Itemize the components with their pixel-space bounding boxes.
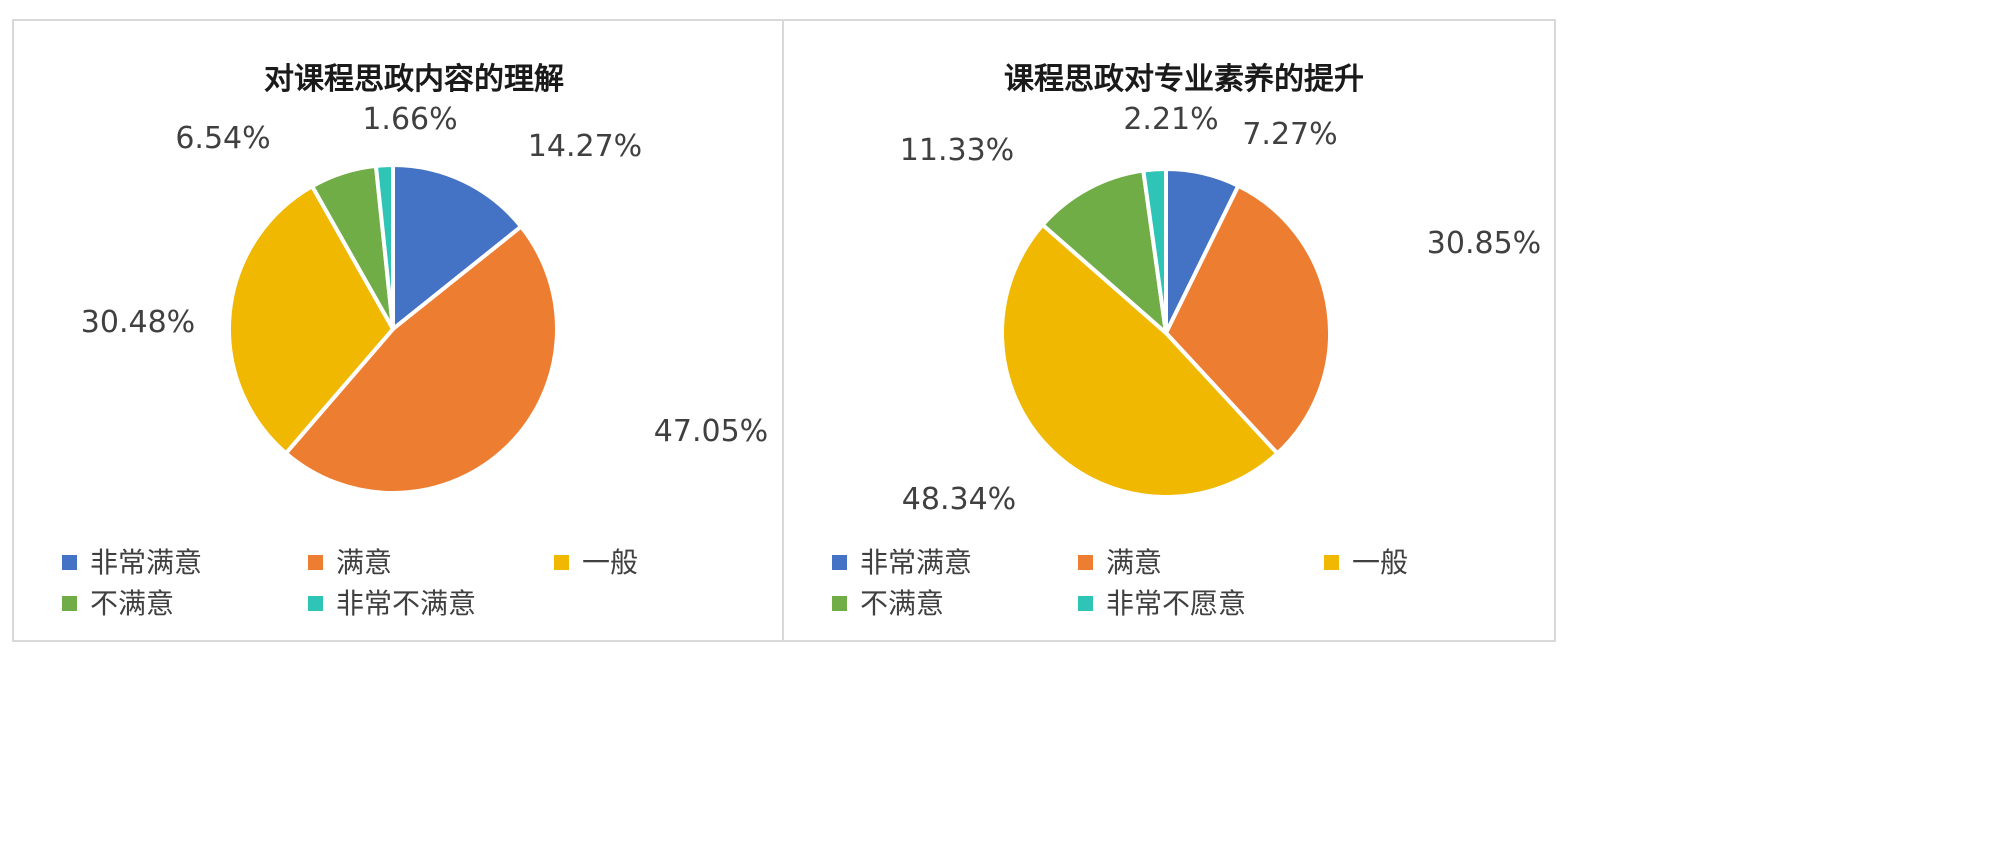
legend-label-3: 不满意 — [860, 587, 944, 620]
data-label-4: 1.66% — [362, 102, 457, 137]
legend-label-4: 非常不愿意 — [1106, 587, 1246, 620]
legend-swatch-2 — [554, 555, 569, 570]
pie-slice-2 — [227, 184, 395, 456]
legend-swatch-1 — [1078, 555, 1093, 570]
pie-chart-understanding: 对课程思政内容的理解 14.27% 47.05% 30.48% 6.54% 1.66% 非… — [62, 62, 768, 620]
legend-swatch-0 — [62, 555, 77, 570]
data-label-1: 30.85% — [1427, 226, 1541, 261]
pie-slice-4 — [373, 163, 395, 331]
data-label-3: 11.33% — [900, 133, 1014, 168]
legend-swatch-4 — [308, 596, 323, 611]
legend-swatch-1 — [308, 555, 323, 570]
pie-slice-3 — [1040, 168, 1168, 335]
pie-slice-2 — [1000, 222, 1280, 499]
data-label-2: 48.34% — [902, 482, 1016, 517]
data-label-3: 6.54% — [175, 121, 270, 156]
pie-slice-1 — [1164, 183, 1332, 456]
legend-label-2: 一般 — [582, 546, 638, 579]
legend-label-1: 满意 — [336, 546, 392, 579]
data-label-0: 14.27% — [528, 129, 642, 164]
data-label-2: 30.48% — [81, 305, 195, 340]
chart-panel-understanding: 对课程思政内容的理解 14.27% 47.05% 30.48% 6.54% 1.66% 非… — [12, 19, 784, 642]
legend-label-0: 非常满意 — [90, 546, 202, 579]
legend-swatch-3 — [62, 596, 77, 611]
pie-slice-4 — [1141, 167, 1168, 335]
data-label-1: 47.05% — [654, 414, 768, 449]
chart-title: 对课程思政内容的理解 — [264, 62, 564, 97]
legend-label-3: 不满意 — [90, 587, 174, 620]
legend-swatch-0 — [832, 555, 847, 570]
pie-chart-improvement: 课程思政对专业素养的提升 7.27% 30.85% 48.34% 11.33% 2.21… — [832, 62, 1541, 620]
legend-label-1: 满意 — [1106, 546, 1162, 579]
legend-swatch-3 — [832, 596, 847, 611]
legend-label-2: 一般 — [1352, 546, 1408, 579]
data-label-0: 7.27% — [1242, 117, 1337, 152]
chart-panel-improvement: 课程思政对专业素养的提升 7.27% 30.85% 48.34% 11.33% 2.21… — [782, 19, 1556, 642]
data-label-4: 2.21% — [1123, 102, 1218, 137]
legend-label-4: 非常不满意 — [336, 587, 476, 620]
legend-swatch-2 — [1324, 555, 1339, 570]
legend-swatch-4 — [1078, 596, 1093, 611]
pie-slice-1 — [283, 224, 559, 495]
pie-slice-0 — [391, 163, 524, 331]
legend-label-0: 非常满意 — [860, 546, 972, 579]
chart-title: 课程思政对专业素养的提升 — [1004, 62, 1364, 97]
